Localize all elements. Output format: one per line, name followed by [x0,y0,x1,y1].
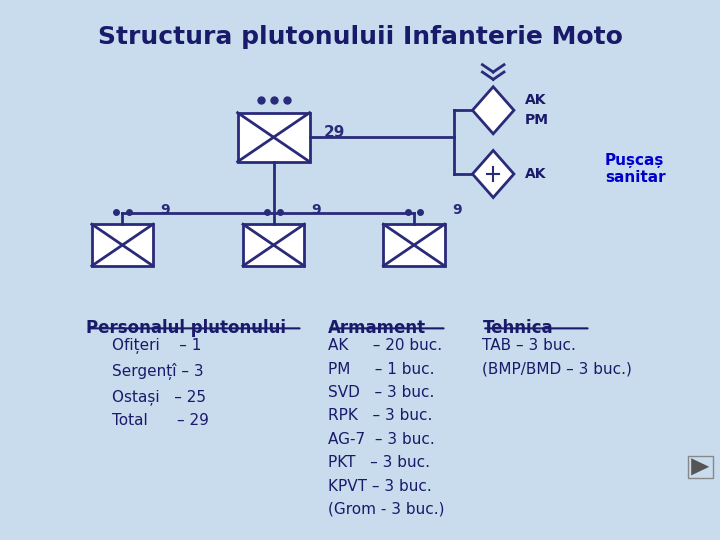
Text: PM: PM [525,113,549,127]
Text: TAB – 3 buc.
(BMP/BMD – 3 buc.): TAB – 3 buc. (BMP/BMD – 3 buc.) [482,338,632,376]
Text: 9: 9 [452,203,462,217]
Polygon shape [472,151,514,198]
Text: Personalul plutonului: Personalul plutonului [86,319,287,336]
Text: AK: AK [525,167,546,181]
Text: 29: 29 [324,125,346,140]
Text: 9: 9 [311,203,321,217]
Polygon shape [691,458,709,475]
Text: 9: 9 [161,203,170,217]
Text: Tehnica: Tehnica [482,319,553,336]
Bar [238,113,310,162]
Text: Ofițeri    – 1
Sergențî – 3
Ostași   – 25
Total      – 29: Ofițeri – 1 Sergențî – 3 Ostași – 25 Tot… [112,338,209,428]
Bar [92,224,153,266]
Bar [688,456,713,478]
Polygon shape [472,87,514,134]
Text: Structura plutonuluii Infanterie Moto: Structura plutonuluii Infanterie Moto [98,24,622,49]
Text: Pușcaș
sanitar: Pușcaș sanitar [605,153,665,185]
Text: Armament: Armament [328,319,426,336]
Text: AK     – 20 buc.
PM     – 1 buc.
SVD   – 3 buc.
RPK   – 3 buc.
AG-7  – 3 buc.
PK: AK – 20 buc. PM – 1 buc. SVD – 3 buc. RP… [328,338,444,517]
Text: AK: AK [525,93,546,107]
Bar [383,224,444,266]
Bar [243,224,305,266]
